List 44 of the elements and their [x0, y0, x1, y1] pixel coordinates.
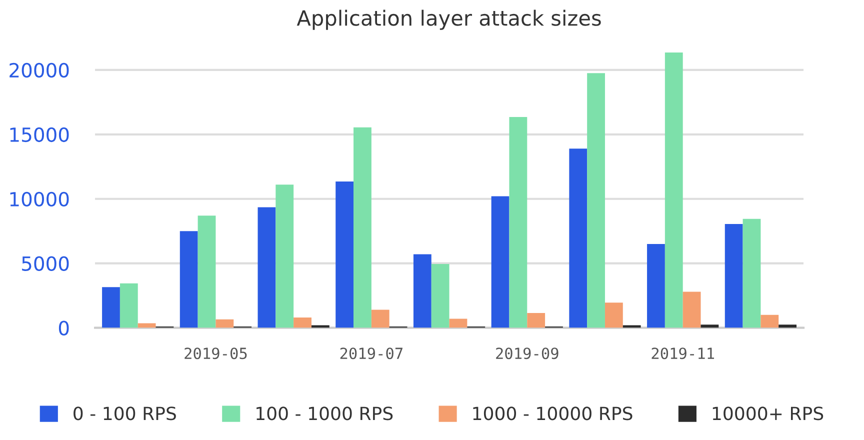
x-tick-label: 2019-05 — [184, 348, 247, 360]
chart-title: Application layer attack sizes — [296, 10, 601, 30]
y-tick-label: 15000 — [10, 127, 69, 142]
bar — [276, 184, 294, 328]
bar — [778, 324, 797, 328]
bar — [647, 244, 665, 328]
bar — [587, 73, 605, 328]
bar — [760, 314, 779, 328]
bar — [198, 216, 216, 328]
x-tick-label: 2019-09 — [496, 348, 558, 360]
bar — [491, 196, 510, 328]
y-tick-label: 0 — [58, 320, 69, 336]
legend-label: 0 - 100 RPS — [74, 406, 176, 420]
x-tick-label: 2019-07 — [340, 348, 402, 360]
bar — [700, 324, 719, 328]
bar — [449, 318, 468, 328]
bar — [216, 319, 234, 328]
bar — [622, 325, 641, 328]
bar — [354, 127, 372, 328]
y-tick-label: 5000 — [22, 256, 69, 271]
legend-label: 10000+ RPS — [712, 406, 824, 420]
legend-label: 100 - 1000 RPS — [256, 406, 393, 420]
bar — [180, 231, 198, 328]
bar — [311, 325, 330, 328]
legend-label: 1000 - 10000 RPS — [473, 406, 632, 420]
bar — [509, 117, 528, 328]
bar — [102, 287, 120, 328]
bar — [742, 218, 761, 328]
bar — [724, 224, 743, 328]
bar — [527, 312, 546, 328]
bar — [120, 283, 138, 328]
y-tick-label: 10000 — [10, 192, 69, 207]
y-tick-label: 20000 — [10, 62, 69, 78]
bar — [413, 254, 432, 328]
bar — [371, 310, 390, 328]
bar — [336, 181, 354, 328]
bar — [258, 207, 276, 328]
bar — [294, 317, 312, 328]
bar — [604, 302, 623, 328]
bar — [569, 148, 588, 328]
bar — [664, 52, 683, 328]
bar — [431, 264, 450, 328]
x-tick-label: 2019-11 — [652, 348, 714, 360]
bar — [682, 292, 701, 328]
